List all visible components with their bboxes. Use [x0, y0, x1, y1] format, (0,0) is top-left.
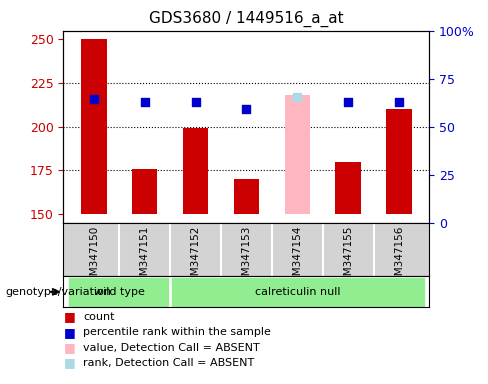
Text: GSM347155: GSM347155: [343, 225, 353, 289]
Text: GSM347150: GSM347150: [89, 225, 99, 289]
Text: value, Detection Call = ABSENT: value, Detection Call = ABSENT: [83, 343, 260, 353]
Bar: [335, 162, 361, 214]
Text: ■: ■: [63, 356, 75, 369]
Text: GSM347151: GSM347151: [140, 225, 150, 289]
Title: GDS3680 / 1449516_a_at: GDS3680 / 1449516_a_at: [149, 10, 344, 26]
Bar: [81, 40, 107, 214]
Point: [293, 94, 301, 100]
Text: GSM347153: GSM347153: [242, 225, 251, 289]
Text: genotype/variation: genotype/variation: [5, 287, 111, 297]
Bar: [132, 169, 158, 214]
Point: [192, 99, 200, 105]
Text: GSM347152: GSM347152: [191, 225, 201, 289]
Text: rank, Detection Call = ABSENT: rank, Detection Call = ABSENT: [83, 358, 254, 368]
Bar: [386, 109, 412, 214]
Point: [90, 96, 98, 102]
Point: [243, 106, 250, 113]
Text: wild type: wild type: [94, 287, 145, 297]
Bar: [183, 129, 208, 214]
Text: ■: ■: [63, 310, 75, 323]
Bar: [234, 179, 259, 214]
Text: GSM347156: GSM347156: [394, 225, 404, 289]
Text: percentile rank within the sample: percentile rank within the sample: [83, 327, 271, 337]
Point: [141, 99, 149, 105]
Point: [344, 99, 352, 105]
Text: count: count: [83, 312, 115, 322]
Text: ■: ■: [63, 341, 75, 354]
Point: [395, 99, 403, 105]
Text: ■: ■: [63, 326, 75, 339]
Text: calreticulin null: calreticulin null: [255, 287, 340, 297]
Text: GSM347154: GSM347154: [292, 225, 302, 289]
Bar: [285, 95, 310, 214]
